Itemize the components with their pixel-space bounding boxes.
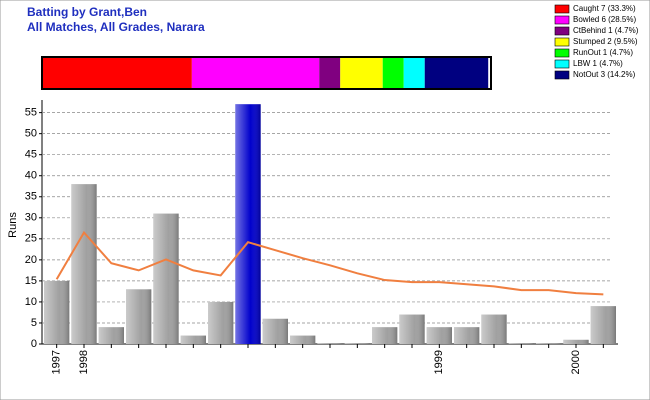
bar-shade xyxy=(481,314,507,344)
dismissal-segment xyxy=(319,58,341,88)
legend-swatch xyxy=(554,15,570,25)
y-tick-label: 40 xyxy=(25,170,37,182)
bar-shade xyxy=(153,213,179,344)
y-tick-label: 5 xyxy=(31,317,37,329)
bar-shade xyxy=(317,343,343,344)
legend-label: CtBehind 1 (4.7%) xyxy=(573,26,639,35)
bar-shade xyxy=(590,306,616,344)
bar-shade xyxy=(372,327,398,344)
dismissal-segment xyxy=(403,58,425,88)
legend-swatch xyxy=(554,59,570,69)
x-tick-label: 1998 xyxy=(78,350,90,374)
dismissal-segment xyxy=(191,58,320,88)
y-tick-label: 15 xyxy=(25,275,37,287)
legend-swatch xyxy=(554,48,570,58)
bar-shade xyxy=(262,318,288,344)
y-tick-label: 45 xyxy=(25,149,37,161)
bar-shade xyxy=(399,314,425,344)
chart-title: Batting by Grant,Ben xyxy=(27,5,147,19)
y-tick-label: 25 xyxy=(25,233,37,245)
dismissal-segment xyxy=(340,58,383,88)
bar-shade xyxy=(208,301,234,344)
y-tick-label: 50 xyxy=(25,128,37,140)
y-axis-label: Runs xyxy=(7,212,19,238)
bar-shade xyxy=(454,327,480,344)
bar-shade xyxy=(563,339,589,344)
dismissal-segment xyxy=(43,58,192,88)
legend-swatch xyxy=(554,4,570,14)
legend-label: NotOut 3 (14.2%) xyxy=(573,70,636,79)
y-tick-label: 30 xyxy=(25,212,37,224)
bar-shade xyxy=(126,289,152,344)
bar-shade xyxy=(536,343,562,344)
dismissal-segment xyxy=(382,58,404,88)
x-tick-label: 2000 xyxy=(570,350,582,374)
legend-swatch xyxy=(554,70,570,80)
average-line xyxy=(55,230,604,296)
x-tick-label: 1997 xyxy=(51,350,63,374)
legend-label: Stumped 2 (9.5%) xyxy=(573,37,638,46)
bar-shade xyxy=(98,327,124,344)
legend-label: Caught 7 (33.3%) xyxy=(573,4,636,13)
bar-shade xyxy=(180,335,206,344)
y-tick-label: 10 xyxy=(25,296,37,308)
bar-shade xyxy=(235,104,261,344)
legend-label: Bowled 6 (28.5%) xyxy=(573,15,636,24)
bar-shade xyxy=(44,280,70,344)
bar-shade xyxy=(71,184,97,344)
y-tick-label: 55 xyxy=(25,107,37,119)
legend-swatch xyxy=(554,26,570,36)
bar-shade xyxy=(426,327,452,344)
bar-shade xyxy=(344,343,370,344)
dismissal-bar-frame xyxy=(41,56,492,90)
bar-shade xyxy=(508,343,534,344)
legend-label: LBW 1 (4.7%) xyxy=(573,59,623,68)
chart-subtitle: All Matches, All Grades, Narara xyxy=(27,20,205,34)
y-tick-label: 0 xyxy=(31,338,37,350)
legend-label: RunOut 1 (4.7%) xyxy=(573,48,633,57)
y-tick-label: 20 xyxy=(25,254,37,266)
legend-swatch xyxy=(554,37,570,47)
dismissal-segment xyxy=(424,58,489,88)
x-tick-label: 1999 xyxy=(433,350,445,374)
y-tick-label: 35 xyxy=(25,191,37,203)
bar-shade xyxy=(290,335,316,344)
